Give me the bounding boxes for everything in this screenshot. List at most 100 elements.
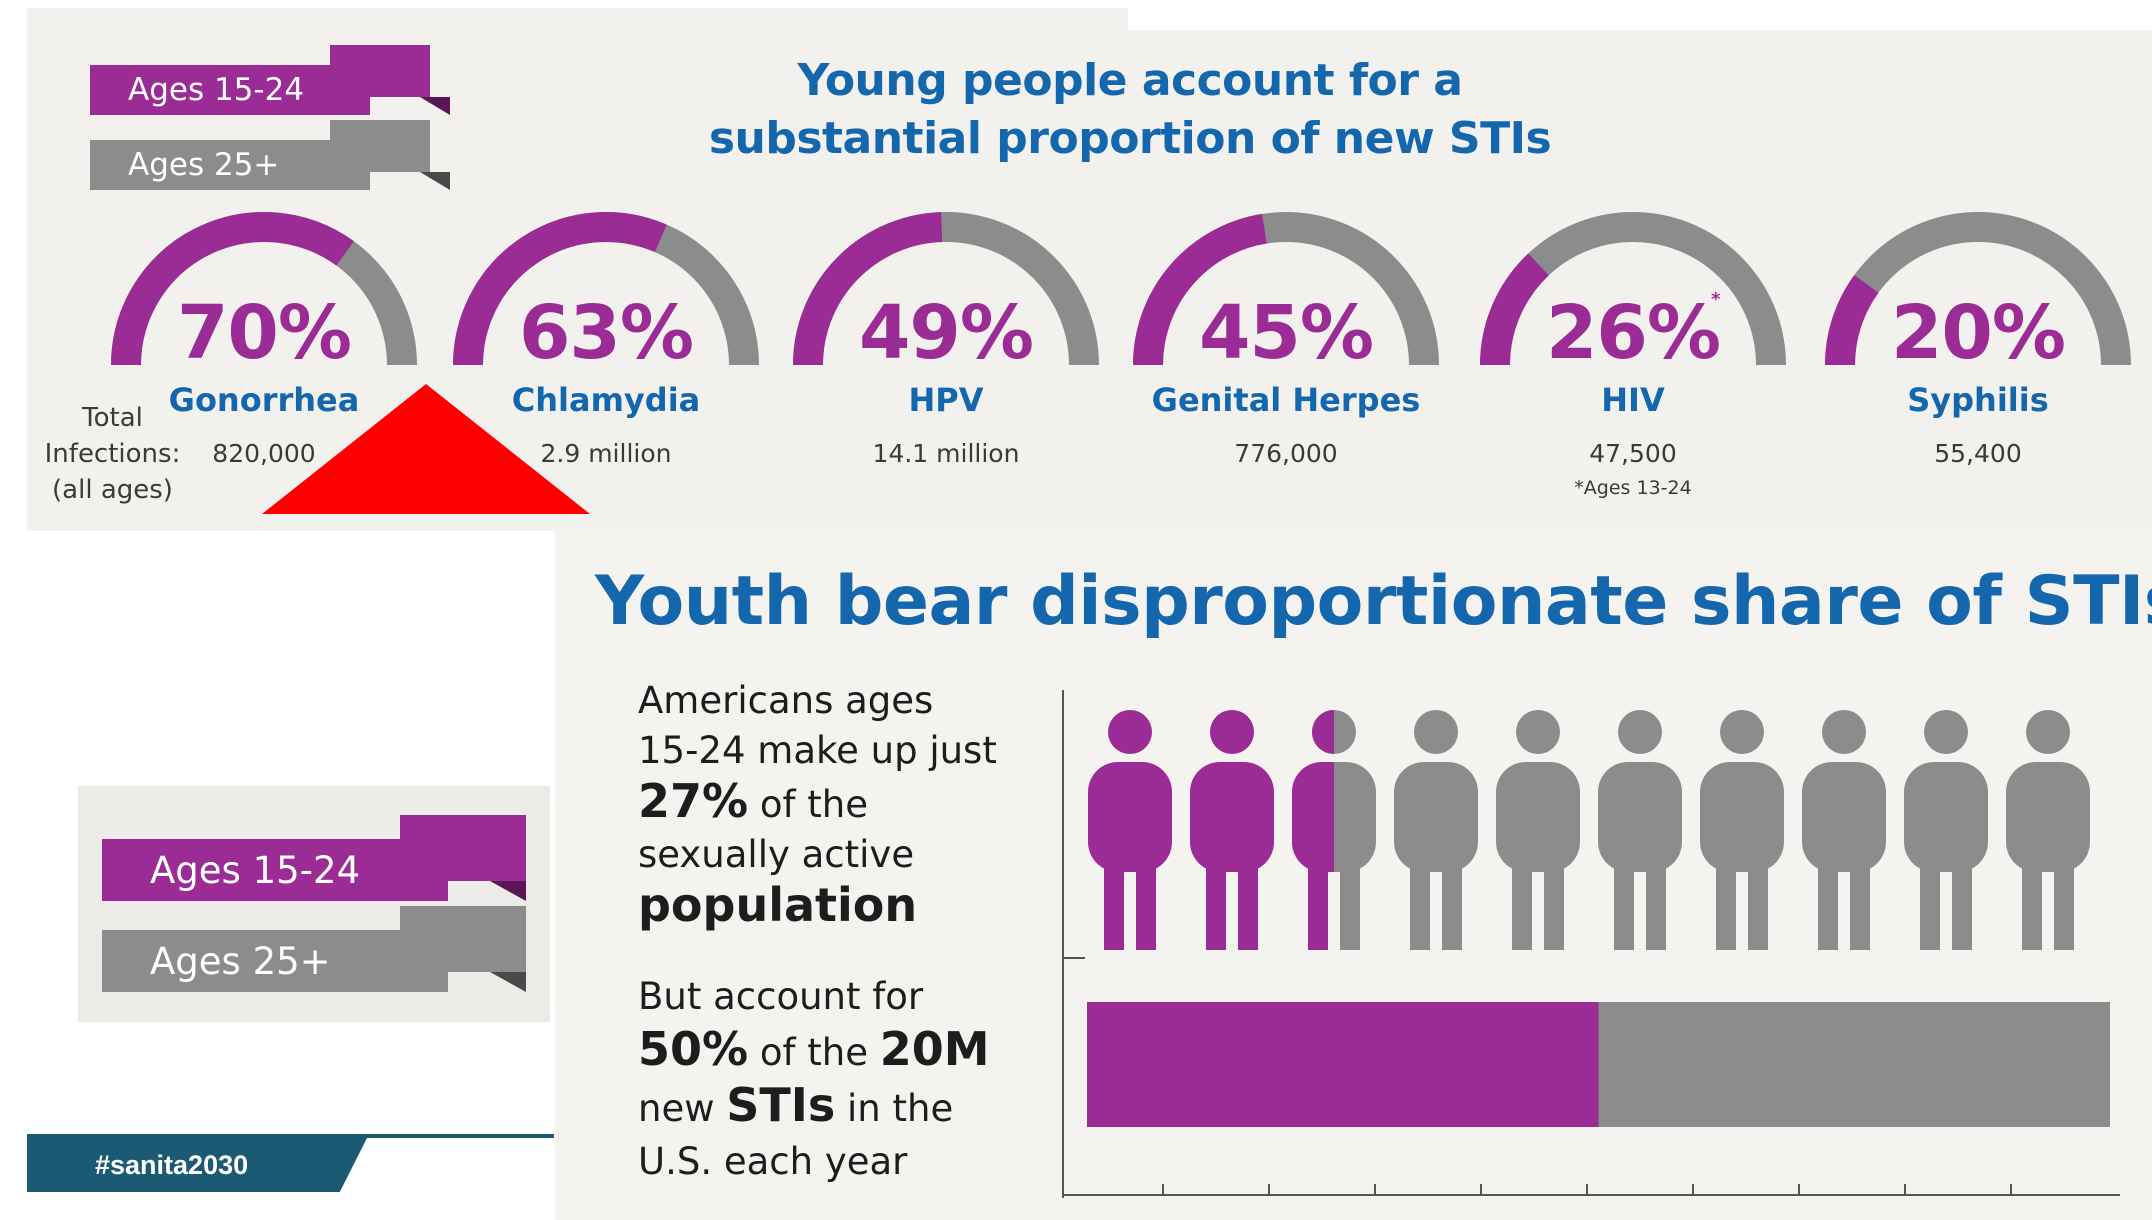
- statement-population-line-5: population: [638, 880, 1058, 934]
- person-shape: [2026, 710, 2070, 754]
- gauge-arc: [453, 212, 759, 366]
- person-shape: [1516, 710, 1560, 754]
- person-shape: [1618, 710, 1662, 754]
- population-percent: 27%: [638, 774, 749, 828]
- red-triangle-marker: [262, 384, 590, 514]
- person-icon: [1700, 710, 1784, 950]
- person-shape: [1924, 710, 1968, 754]
- sti-percent: 50%: [638, 1022, 749, 1076]
- person-shape: [1920, 840, 1940, 950]
- gauge-fill: [1133, 213, 1268, 366]
- gauge-total: 776,000: [1234, 439, 1338, 468]
- person-shape: [1802, 762, 1886, 872]
- statement-sti-line-4: U.S. each year: [638, 1140, 908, 1183]
- gauge-genital-herpes: 45% Genital Herpes 776,000: [1126, 205, 1446, 505]
- statement-population-line-1: Americans ages: [638, 679, 934, 722]
- person-icon: [1394, 710, 1478, 950]
- person-shape: [1646, 840, 1666, 950]
- gauge-fill: [111, 212, 354, 366]
- person-shape: [1238, 840, 1258, 950]
- top-white-strip: [1128, 8, 2152, 30]
- sti-total: 20M: [879, 1022, 990, 1076]
- person-shape: [1716, 840, 1736, 950]
- person-shape: [1818, 840, 1838, 950]
- person-icon: [2006, 710, 2090, 950]
- gauge-gonorrhea: 70% Gonorrhea 820,000: [104, 205, 424, 505]
- gauge-fill: [453, 212, 667, 366]
- gauge-total: 55,400: [1934, 439, 2022, 468]
- statement-population: Americans ages 15-24 make up just 27% of…: [638, 676, 1058, 934]
- person-shape: [2006, 762, 2090, 872]
- hashtag-rule: [27, 1134, 554, 1138]
- person-shape: [1850, 840, 1870, 950]
- share-bar-young: [1087, 1002, 1599, 1127]
- person-icon: [1904, 710, 1988, 950]
- hashtag-text: #sanita2030: [95, 1150, 249, 1180]
- pictograph-chart: [1062, 690, 2120, 1198]
- gauge-fill: [1480, 253, 1550, 366]
- gauge-infection-name: Genital Herpes: [1151, 381, 1421, 419]
- gauge-hiv: 26% * HIV 47,500 *Ages 13-24: [1473, 205, 1793, 505]
- person-icon: [1802, 710, 1886, 950]
- gauge-percent: 70%: [176, 290, 352, 376]
- total-label-line-1: Total: [82, 403, 143, 433]
- gauge-infection-name: Chlamydia: [511, 381, 701, 419]
- person-icon: [1088, 710, 1172, 950]
- statement-population-text: of the: [748, 783, 869, 826]
- section-title: Youth bear disproportionate share of STI…: [595, 562, 2152, 641]
- share-bar-older: [1598, 1002, 2110, 1127]
- gauge-total: 820,000: [212, 439, 316, 468]
- gauge-percent: 26%: [1545, 290, 1721, 376]
- person-shape: [1904, 762, 1988, 872]
- statement-population-line-2: 15-24 make up just: [638, 729, 997, 772]
- total-label-line-3: (all ages): [52, 475, 173, 505]
- total-label-line-2: Infections:: [44, 439, 181, 469]
- person-shape: [1340, 840, 1360, 950]
- legend2-older-label: Ages 25+: [102, 930, 448, 992]
- person-icon-partial: [1292, 710, 1334, 950]
- banner-fold: [490, 972, 526, 992]
- gauge-fill: [793, 212, 943, 366]
- gauge-infection-name: Gonorrhea: [168, 381, 360, 419]
- people-group: [1088, 710, 2090, 950]
- legend2-young-banner: Ages 15-24: [102, 815, 526, 901]
- gauge-superscript: *: [1711, 289, 1721, 310]
- statement-population-line-4: sexually active: [638, 833, 915, 876]
- gauge-total: 47,500: [1589, 439, 1677, 468]
- person-shape: [1312, 710, 1334, 754]
- hashtag-banner: [27, 1138, 367, 1192]
- person-icon: [1190, 710, 1274, 950]
- legend2-young-label: Ages 15-24: [102, 839, 448, 901]
- legend2-older-banner: Ages 25+: [102, 906, 526, 994]
- gauge-infection-name: HIV: [1601, 381, 1665, 419]
- statement-sti-line-3: new STIs in the: [638, 1079, 1058, 1135]
- gauge-percent: 45%: [1198, 290, 1374, 376]
- person-shape: [2054, 840, 2074, 950]
- statement-sti-line-1: But account for: [638, 975, 924, 1018]
- gauge-total: 2.9 million: [540, 439, 672, 468]
- statement-sti-share: But account for 50% of the 20M new STIs …: [638, 970, 1058, 1188]
- person-shape: [1544, 840, 1564, 950]
- legend-older-label: Ages 25+: [90, 140, 370, 190]
- legend-older-banner: Ages 25+: [90, 120, 450, 192]
- gauge-infection-name: Syphilis: [1907, 381, 2049, 419]
- gauge-percent: 49%: [858, 290, 1034, 376]
- gauge-infection-name: HPV: [908, 381, 984, 419]
- total-infections-label: Total Infections: (all ages): [30, 400, 195, 508]
- person-shape: [1108, 710, 1152, 754]
- statement-sti-text: in the: [835, 1087, 954, 1130]
- gauge-percent: 20%: [1890, 290, 2066, 376]
- person-shape: [1614, 840, 1634, 950]
- person-shape: [1414, 710, 1458, 754]
- person-icon: [1598, 710, 1682, 950]
- person-shape: [1210, 710, 1254, 754]
- gauge-arc: [793, 212, 1099, 366]
- person-shape: [1190, 762, 1274, 872]
- gauge-arc: [1133, 212, 1439, 366]
- legend-young-banner: Ages 15-24: [90, 45, 450, 115]
- person-shape: [1598, 762, 1682, 872]
- person-shape: [1308, 840, 1328, 950]
- banner-fold: [490, 881, 526, 901]
- statement-sti-text: new: [638, 1087, 727, 1130]
